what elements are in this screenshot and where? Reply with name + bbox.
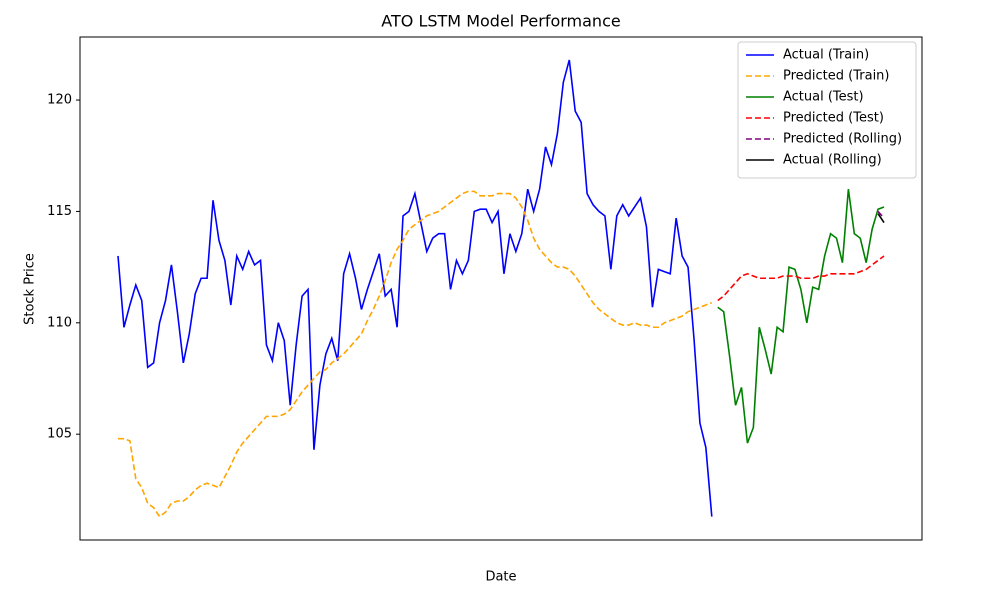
legend-label: Predicted (Rolling) (783, 132, 902, 147)
legend-label: Actual (Rolling) (783, 153, 882, 168)
y-tick-label: 115 (47, 204, 72, 219)
y-tick-label: 105 (47, 427, 72, 442)
legend-label: Actual (Train) (783, 48, 869, 63)
series-line (118, 190, 713, 518)
legend: Actual (Train) Predicted (Train) Actual (T… (737, 41, 917, 179)
y-tick-label: 110 (47, 315, 72, 330)
plot-area (117, 59, 885, 518)
y-tick-label: 120 (47, 93, 72, 108)
legend-label: Predicted (Test) (783, 111, 884, 126)
x-axis-label: Date (485, 570, 516, 585)
series-line (117, 59, 713, 517)
series-line (717, 189, 885, 444)
y-axis-label: Stock Price (23, 253, 38, 325)
legend-box (737, 41, 917, 179)
series-line (877, 213, 885, 224)
axes-frame (79, 36, 923, 541)
chart-title: ATO LSTM Model Performance (381, 12, 620, 31)
legend-label: Actual (Test) (783, 90, 864, 105)
series-line (877, 210, 885, 219)
series-line (717, 255, 885, 302)
legend-label: Predicted (Train) (783, 69, 890, 84)
